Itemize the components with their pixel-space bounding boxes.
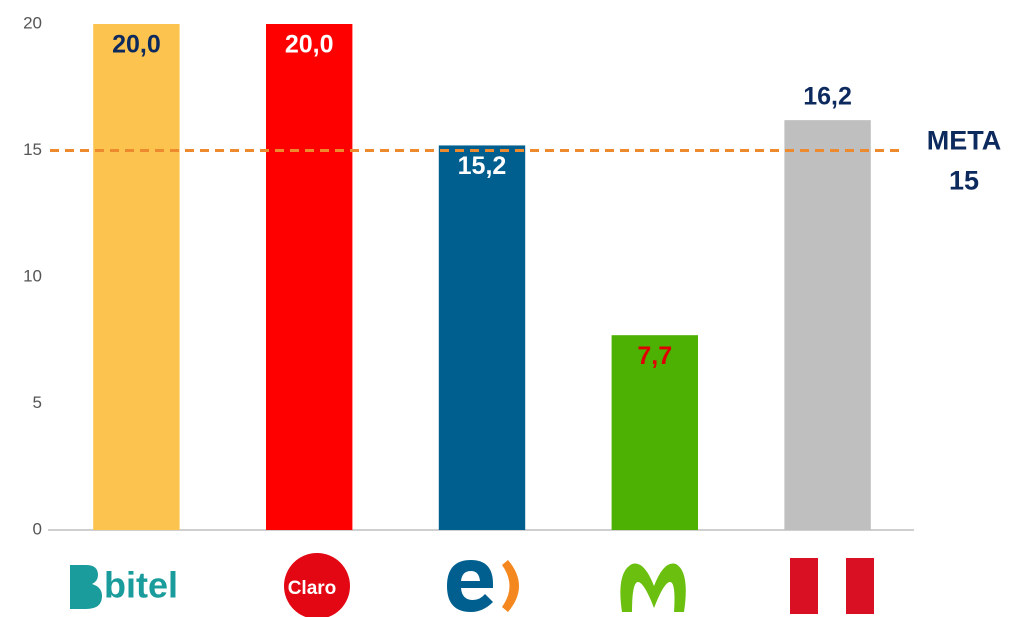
bitel-logo: bitel: [70, 565, 178, 609]
value-label: 20,0: [285, 31, 334, 59]
y-tick-label: 15: [23, 140, 42, 159]
value-label: 16,2: [803, 83, 852, 111]
entel-arc: [502, 560, 519, 612]
reference-value: 15: [949, 166, 979, 196]
y-tick-label: 0: [33, 519, 42, 538]
bar: [438, 145, 526, 530]
y-tick-label: 10: [23, 266, 42, 285]
y-tick-label: 20: [23, 13, 42, 32]
flag-red-right: [846, 558, 874, 614]
movistar-logo: [620, 563, 686, 612]
bar: [611, 335, 698, 530]
value-label: 20,0: [112, 31, 161, 59]
bar: [266, 24, 353, 530]
peru-flag: [790, 558, 874, 614]
value-label: 15,2: [458, 152, 507, 180]
entel-logo: [447, 560, 519, 612]
bitel-text: bitel: [104, 565, 178, 606]
entel-e: [447, 560, 493, 612]
claro-logo: Claro: [284, 553, 350, 617]
flag-red-left: [790, 558, 818, 614]
bar: [784, 120, 871, 530]
category-logos: bitel Claro: [70, 553, 874, 617]
reference-label: META: [927, 126, 1002, 156]
flag-white: [818, 558, 846, 614]
claro-text: Claro: [288, 578, 337, 599]
bitel-icon: [70, 565, 102, 609]
value-label: 7,7: [637, 342, 672, 370]
bar: [93, 24, 180, 530]
y-tick-label: 5: [33, 393, 42, 412]
claro-circle: [284, 553, 350, 617]
